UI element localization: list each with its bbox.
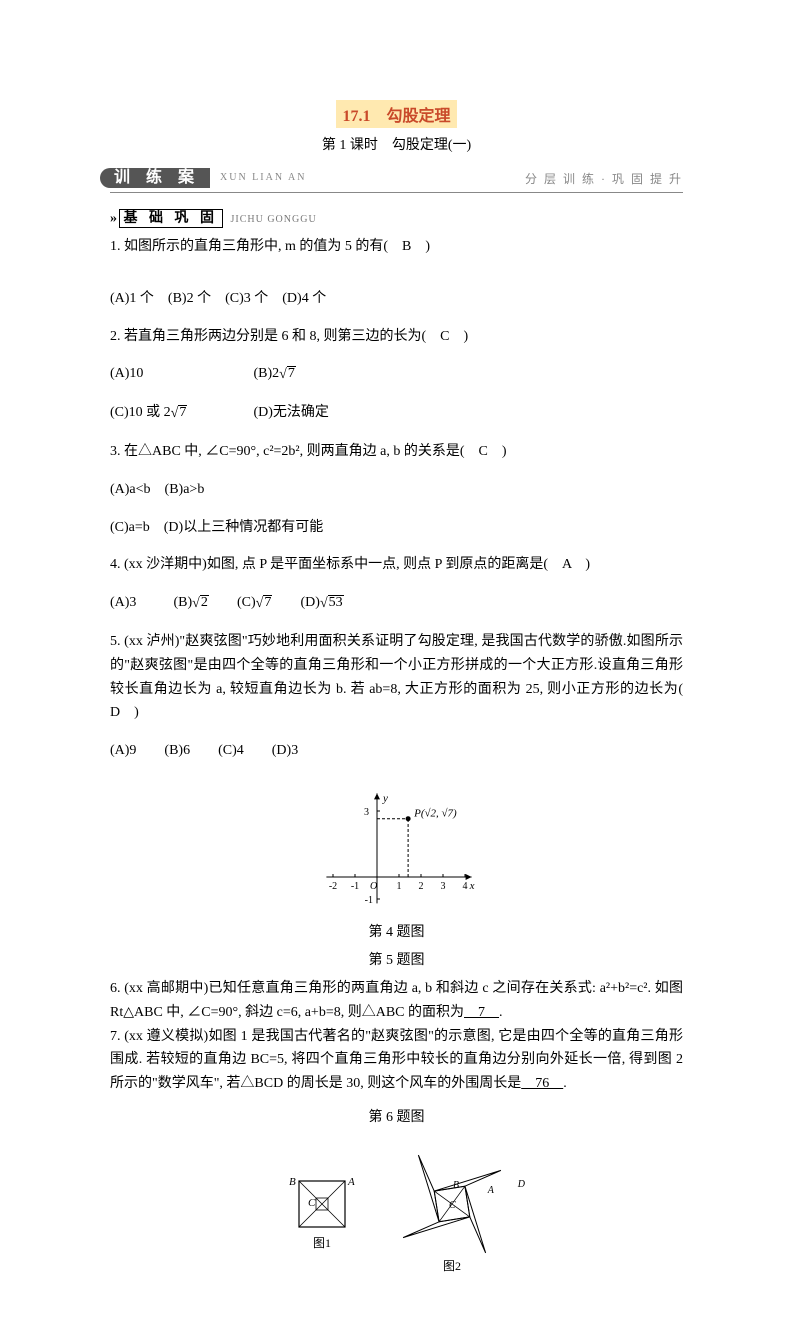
question-7-text: 7. (xx 遵义模拟)如图 1 是我国古代著名的"赵爽弦图"的示意图, 它是由… (110, 1025, 683, 1096)
q2-optB: (B)2√7 (254, 366, 296, 381)
svg-text:-1: -1 (364, 895, 372, 906)
question-4-options: (A)3 (B)√2 (C)√7 (D)√53 (110, 591, 683, 616)
figure-placeholder-q1 (110, 259, 683, 273)
svg-text:B: B (289, 1176, 296, 1188)
q2-optA: (A)10 (110, 362, 250, 386)
q4-optD: (D)√53 (301, 591, 361, 616)
question-2-options-row1: (A)10 (B)2√7 (110, 362, 683, 387)
svg-text:x: x (468, 880, 474, 892)
sqrt-icon: √ (320, 592, 328, 616)
svg-text:1: 1 (396, 881, 401, 892)
q4-optB-rad: 2 (200, 595, 209, 610)
question-3-options-row1: (A)a<b (B)a>b (110, 478, 683, 502)
svg-text:O: O (370, 881, 377, 892)
q7-answer: 76 (521, 1076, 563, 1091)
question-1-text: 1. 如图所示的直角三角形中, m 的值为 5 的有( B ) (110, 235, 683, 259)
q4-optC: (C)√7 (237, 591, 297, 616)
sqrt-icon: √ (256, 592, 264, 616)
banner-pinyin: XUN LIAN AN (220, 172, 306, 183)
q2-optB-pre: (B)2 (254, 366, 280, 381)
question-2-options-row2: (C)10 或 2√7 (D)无法确定 (110, 401, 683, 426)
svg-text:B: B (452, 1180, 458, 1191)
figure-q6-caption: 第 6 题图 (110, 1106, 683, 1126)
figure-q5-caption: 第 5 题图 (110, 949, 683, 969)
question-2-text: 2. 若直角三角形两边分别是 6 和 8, 则第三边的长为( C ) (110, 325, 683, 349)
figure-q4: -2 -1 1 2 3 4 O 3 -1 x y P(√2, √7) (110, 777, 683, 917)
q2-optD: (D)无法确定 (254, 405, 329, 420)
question-1-options: (A)1 个 (B)2 个 (C)3 个 (D)4 个 (110, 287, 683, 311)
svg-text:图1: 图1 (312, 1236, 330, 1250)
svg-text:A: A (347, 1176, 355, 1188)
q4-optB-pre: (B) (174, 595, 193, 610)
section-heading: » 基 础 巩 固 JICHU GONGGU (110, 207, 683, 227)
q2-optC: (C)10 或 2√7 (110, 401, 250, 426)
banner-right-label: 分 层 训 练 · 巩 固 提 升 (525, 170, 683, 187)
q6-text-a: 6. (xx 高邮期中)已知任意直角三角形的两直角边 a, b 和斜边 c 之间… (110, 981, 683, 1020)
q4-optD-pre: (D) (301, 595, 320, 610)
lesson-subtitle: 第 1 课时 勾股定理(一) (110, 134, 683, 154)
training-banner: 训 练 案 XUN LIAN AN 分 层 训 练 · 巩 固 提 升 (110, 168, 683, 193)
q4-optC-pre: (C) (237, 595, 256, 610)
chapter-title-wrap: 17.1 勾股定理 (110, 100, 683, 128)
question-6-text: 6. (xx 高邮期中)已知任意直角三角形的两直角边 a, b 和斜边 c 之间… (110, 977, 683, 1025)
svg-text:图2: 图2 (442, 1259, 460, 1273)
q7-text-b: . (563, 1076, 567, 1091)
banner-left-label: 训 练 案 (100, 168, 210, 188)
q6-text-b: . (499, 1005, 503, 1020)
svg-text:-1: -1 (350, 881, 358, 892)
question-3-text: 3. 在△ABC 中, ∠C=90°, c²=2b², 则两直角边 a, b 的… (110, 440, 683, 464)
svg-text:P(√2, √7): P(√2, √7) (413, 808, 457, 820)
q4-optD-rad: 53 (328, 595, 344, 610)
figure-q4-caption: 第 4 题图 (110, 921, 683, 941)
svg-text:C: C (308, 1197, 316, 1209)
q4-optC-rad: 7 (263, 595, 272, 610)
q6-answer: 7 (464, 1005, 499, 1020)
q2-optC-pre: (C)10 或 2 (110, 405, 171, 420)
q2-optB-rad: 7 (287, 366, 296, 381)
section-label: 基 础 巩 固 (119, 209, 224, 228)
sqrt-icon: √ (279, 363, 287, 387)
section-arrow-icon: » (110, 211, 115, 226)
svg-text:C: C (449, 1200, 456, 1211)
svg-text:3: 3 (440, 881, 445, 892)
question-5-text: 5. (xx 泸州)"赵爽弦图"巧妙地利用面积关系证明了勾股定理, 是我国古代数… (110, 630, 683, 725)
question-3-options-row2: (C)a=b (D)以上三种情况都有可能 (110, 516, 683, 540)
question-4-text: 4. (xx 沙洋期中)如图, 点 P 是平面坐标系中一点, 则点 P 到原点的… (110, 553, 683, 577)
svg-text:-2: -2 (328, 881, 336, 892)
figure-q7: ABC图1CBAD图2 (110, 1134, 683, 1284)
sqrt-icon: √ (192, 592, 200, 616)
question-5-options: (A)9 (B)6 (C)4 (D)3 (110, 739, 683, 763)
q2-optC-rad: 7 (178, 405, 187, 420)
svg-text:3: 3 (364, 807, 369, 818)
q4-optB: (B)√2 (174, 591, 234, 616)
sqrt-icon: √ (171, 402, 179, 426)
svg-text:4: 4 (462, 881, 467, 892)
svg-text:2: 2 (418, 881, 423, 892)
svg-text:y: y (382, 792, 388, 804)
q4-optA: (A)3 (110, 591, 170, 615)
chapter-title: 17.1 勾股定理 (336, 100, 456, 128)
svg-text:A: A (486, 1185, 494, 1196)
svg-text:D: D (516, 1179, 525, 1190)
q7-text-a: 7. (xx 遵义模拟)如图 1 是我国古代著名的"赵爽弦图"的示意图, 它是由… (110, 1029, 683, 1092)
section-pinyin: JICHU GONGGU (231, 214, 317, 225)
